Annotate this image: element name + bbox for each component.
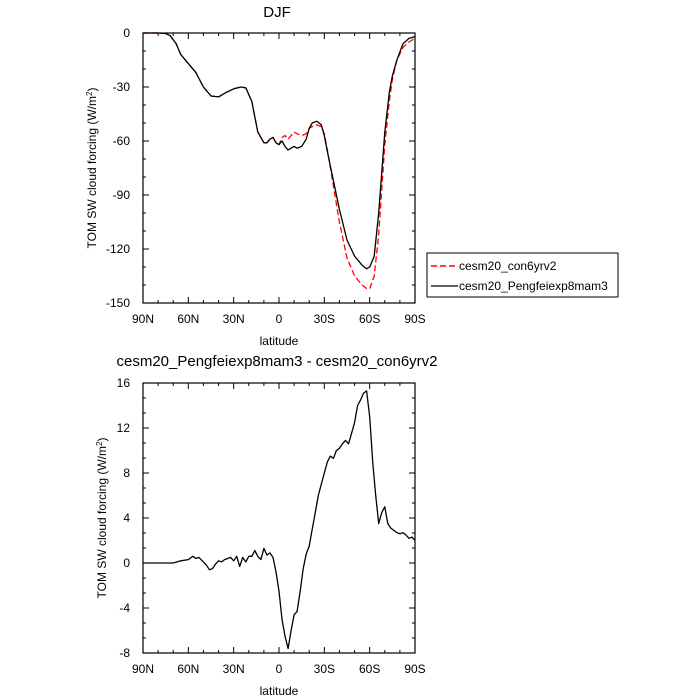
top-x-tick-label: 90S (404, 312, 425, 326)
bottom-axis-ticks: 90N 60N 30N 0 30S 60S 90S 16 12 8 4 0 -4 -8 (117, 376, 426, 676)
top-chart-title: DJF (263, 4, 291, 21)
bottom-y-axis-label: TOM SW cloud forcing (W/m2) (95, 438, 110, 599)
top-series-lines (143, 32, 416, 290)
bottom-x-tick-label: 30N (223, 662, 245, 676)
bottom-chart-panel: cesm20_Pengfeiexp8mam3 - cesm20_con6yrv2… (95, 353, 438, 698)
top-x-tick-label: 60S (359, 312, 380, 326)
top-plot-frame (142, 32, 416, 304)
bottom-y-tick-label: 8 (123, 466, 130, 480)
legend-label-pengfeiexp8mam3: cesm20_Pengfeiexp8mam3 (459, 279, 608, 293)
top-x-tick-label: 0 (276, 312, 283, 326)
top-y-tick-label: -150 (106, 296, 130, 310)
bottom-plot-frame (142, 382, 416, 654)
top-x-tick-label: 60N (177, 312, 199, 326)
top-axis-ticks: 90N 60N 30N 0 30S 60S 90S 0 -30 -60 -90 -120 -150 (106, 26, 426, 326)
bottom-series-lines (143, 390, 416, 650)
top-x-tick-label: 90N (132, 312, 154, 326)
bottom-x-tick-label: 60S (359, 662, 380, 676)
bottom-x-tick-label: 30S (314, 662, 335, 676)
top-x-tick-label: 30N (223, 312, 245, 326)
top-chart-panel: DJF 90N 60N 30N 0 30S 60S 90S 0 -30 -60 -90 -120 -15… (85, 4, 619, 348)
top-series-line-cesm20-pengfeiexp8mam3 (143, 32, 416, 270)
top-y-tick-label: -60 (113, 134, 131, 148)
top-y-tick-label: -30 (113, 80, 131, 94)
bottom-y-tick-label: 4 (123, 511, 130, 525)
bottom-y-tick-label: 12 (117, 421, 131, 435)
legend-label-con6yrv2: cesm20_con6yrv2 (459, 259, 557, 273)
bottom-x-tick-label: 90S (404, 662, 425, 676)
bottom-y-tick-label: -4 (119, 601, 130, 615)
bottom-y-tick-label: 16 (117, 376, 131, 390)
bottom-x-axis-label: latitude (260, 684, 299, 698)
legend-box (426, 252, 619, 298)
bottom-x-tick-label: 60N (177, 662, 199, 676)
top-y-tick-label: -90 (113, 188, 131, 202)
bottom-chart-title: cesm20_Pengfeiexp8mam3 - cesm20_con6yrv2 (117, 353, 438, 370)
top-series-line-cesm20-con6yrv2 (143, 32, 416, 290)
top-x-tick-label: 30S (314, 312, 335, 326)
bottom-series-line-difference (143, 390, 416, 650)
bottom-y-tick-label: -8 (119, 646, 130, 660)
top-chart-legend: cesm20_con6yrv2 cesm20_Pengfeiexp8mam3 (426, 252, 619, 298)
top-y-tick-label: -120 (106, 242, 130, 256)
bottom-y-tick-label: 0 (123, 556, 130, 570)
bottom-x-tick-label: 90N (132, 662, 154, 676)
top-y-axis-label: TOM SW cloud forcing (W/m2) (85, 88, 100, 249)
top-x-axis-label: latitude (260, 334, 299, 348)
top-y-tick-label: 0 (123, 26, 130, 40)
bottom-x-tick-label: 0 (276, 662, 283, 676)
